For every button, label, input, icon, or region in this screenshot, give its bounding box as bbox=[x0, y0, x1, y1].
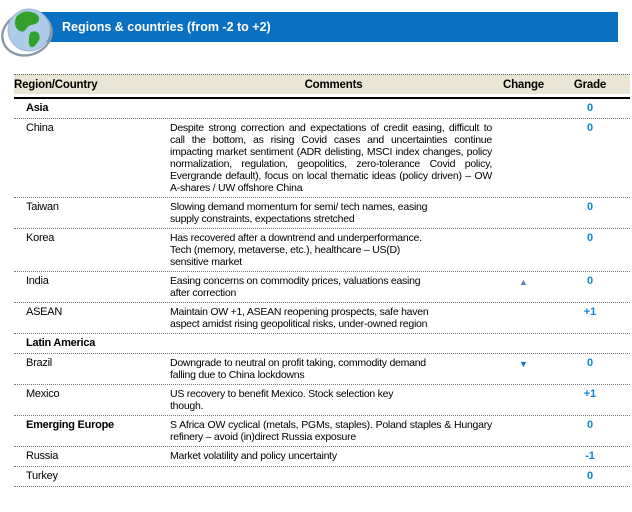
grade-value: 0 bbox=[586, 470, 594, 482]
region-comment: Downgrade to neutral on profit taking, c… bbox=[170, 357, 426, 381]
change-cell bbox=[497, 470, 550, 483]
change-cell bbox=[497, 232, 550, 268]
region-name: Asia bbox=[26, 102, 49, 114]
table-row: Taiwan Slowing demand momentum for semi/… bbox=[14, 197, 630, 228]
col-header-change: Change bbox=[503, 79, 544, 91]
table-row: Russia Market volatility and policy unce… bbox=[14, 446, 630, 466]
table-row: Brazil Downgrade to neutral on profit ta… bbox=[14, 353, 630, 384]
change-cell: ▲ bbox=[497, 275, 550, 299]
table-body: Asia 0 China Despite strong correction a… bbox=[14, 99, 630, 487]
grade-value: +1 bbox=[583, 306, 597, 318]
region-comment: US recovery to benefit Mexico. Stock sel… bbox=[170, 388, 394, 412]
change-cell bbox=[497, 122, 550, 194]
region-comment: Easing concerns on commodity prices, val… bbox=[170, 275, 421, 299]
change-cell bbox=[497, 201, 550, 225]
region-name: Turkey bbox=[26, 470, 58, 482]
region-comment: Despite strong correction and expectatio… bbox=[170, 122, 492, 194]
region-comment: S Africa OW cyclical (metals, PGMs, stap… bbox=[170, 419, 492, 443]
grade-value: 0 bbox=[586, 102, 594, 114]
banner-title: Regions & countries (from -2 to +2) bbox=[62, 20, 271, 34]
region-name: Latin America bbox=[26, 337, 96, 349]
table-header-row: Region/Country Comments Change Grade bbox=[14, 74, 630, 94]
ratings-table: Region/Country Comments Change Grade Asi… bbox=[14, 74, 630, 487]
region-name: Russia bbox=[26, 450, 59, 462]
grade-value: 0 bbox=[586, 232, 594, 244]
grade-value: -1 bbox=[585, 450, 595, 462]
grade-value bbox=[550, 337, 630, 350]
change-cell bbox=[497, 102, 550, 115]
change-cell bbox=[497, 306, 550, 330]
grade-value: 0 bbox=[586, 357, 594, 369]
region-comment bbox=[170, 470, 497, 483]
change-cell: ▼ bbox=[497, 357, 550, 381]
globe-icon bbox=[1, 8, 53, 57]
region-name: Brazil bbox=[26, 357, 53, 369]
region-comment: Slowing demand momentum for semi/ tech n… bbox=[170, 201, 428, 225]
change-cell bbox=[497, 388, 550, 412]
table-row: China Despite strong correction and expe… bbox=[14, 118, 630, 197]
region-comment: Market volatility and policy uncertainty bbox=[170, 450, 337, 462]
table-row: India Easing concerns on commodity price… bbox=[14, 271, 630, 302]
region-comment: Maintain OW +1, ASEAN reopening prospect… bbox=[170, 306, 429, 330]
region-name: Taiwan bbox=[26, 201, 59, 213]
table-row: Emerging Europe S Africa OW cyclical (me… bbox=[14, 415, 630, 446]
region-name: Emerging Europe bbox=[26, 419, 114, 431]
grade-value: 0 bbox=[586, 275, 594, 287]
col-header-region: Region/Country bbox=[14, 79, 98, 91]
region-name: Mexico bbox=[26, 388, 60, 400]
down-arrow-icon: ▼ bbox=[519, 359, 528, 369]
up-arrow-icon: ▲ bbox=[519, 277, 528, 287]
grade-value: 0 bbox=[586, 201, 594, 213]
grade-value: 0 bbox=[586, 419, 594, 431]
table-row: Turkey 0 bbox=[14, 466, 630, 486]
region-name: China bbox=[26, 122, 54, 134]
change-cell bbox=[497, 419, 550, 443]
table-row: Mexico US recovery to benefit Mexico. St… bbox=[14, 384, 630, 415]
region-comment: Has recovered after a downtrend and unde… bbox=[170, 232, 422, 268]
change-cell bbox=[497, 337, 550, 350]
region-comment bbox=[170, 102, 497, 115]
section-banner: Regions & countries (from -2 to +2) bbox=[40, 12, 618, 42]
col-header-comments: Comments bbox=[304, 79, 363, 91]
grade-value: +1 bbox=[583, 388, 597, 400]
region-comment bbox=[170, 337, 497, 350]
header-divider bbox=[14, 97, 630, 99]
region-name: Korea bbox=[26, 232, 55, 244]
table-row: Latin America bbox=[14, 333, 630, 353]
region-name: India bbox=[26, 275, 49, 287]
col-header-grade: Grade bbox=[573, 79, 607, 91]
table-row: ASEAN Maintain OW +1, ASEAN reopening pr… bbox=[14, 302, 630, 333]
table-row: Korea Has recovered after a downtrend an… bbox=[14, 228, 630, 271]
grade-value: 0 bbox=[586, 122, 594, 134]
table-row: Asia 0 bbox=[14, 99, 630, 118]
region-name: ASEAN bbox=[26, 306, 63, 318]
change-cell bbox=[497, 450, 550, 463]
